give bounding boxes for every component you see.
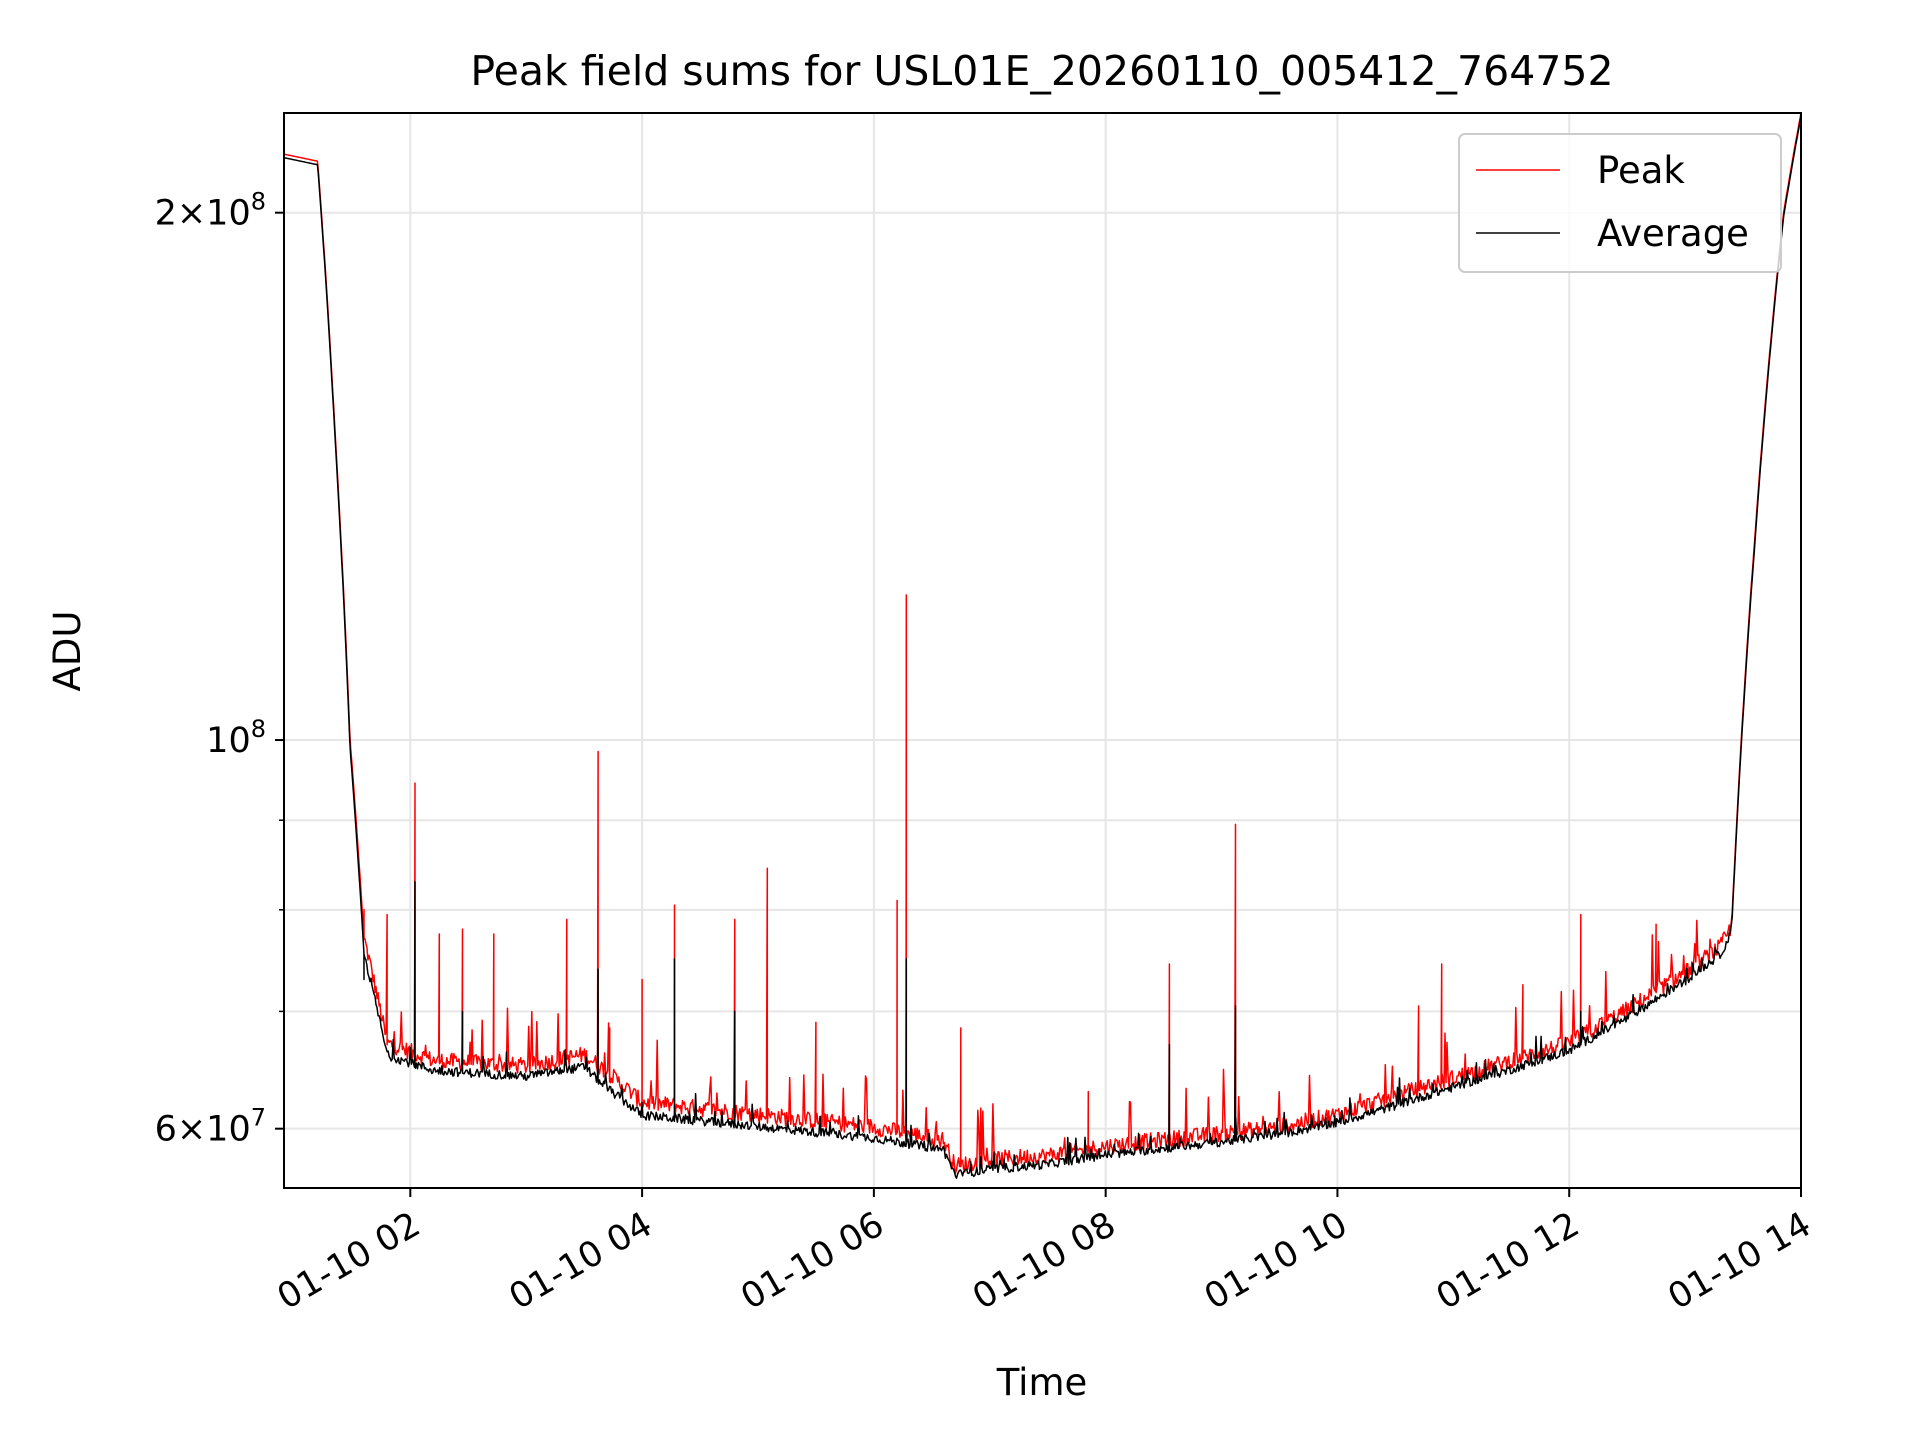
y-tick-label: 6×107 <box>155 1104 266 1150</box>
legend-peak-label: Peak <box>1597 149 1685 192</box>
legend-average-label: Average <box>1597 212 1749 255</box>
y-axis-ticks: 6×107 108 2×108 <box>155 188 284 1150</box>
legend: Peak Average <box>1458 133 1782 273</box>
x-axis-label: Time <box>996 1361 1088 1404</box>
y-tick-label: 2×108 <box>155 188 266 234</box>
series-line-peak <box>283 112 1802 1174</box>
series-line-average <box>283 116 1802 1179</box>
plot-frame <box>283 112 1802 1189</box>
y-axis-label: ADU <box>46 611 89 692</box>
data-series <box>283 112 1802 1179</box>
legend-box <box>1458 133 1782 273</box>
chart-title: Peak field sums for USL01E_20260110_0054… <box>470 47 1613 95</box>
y-tick-label: 108 <box>206 715 266 761</box>
